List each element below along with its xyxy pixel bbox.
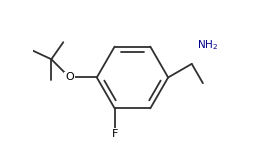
Text: NH$_2$: NH$_2$ <box>197 38 218 52</box>
Text: F: F <box>112 129 118 139</box>
Text: O: O <box>65 72 74 83</box>
